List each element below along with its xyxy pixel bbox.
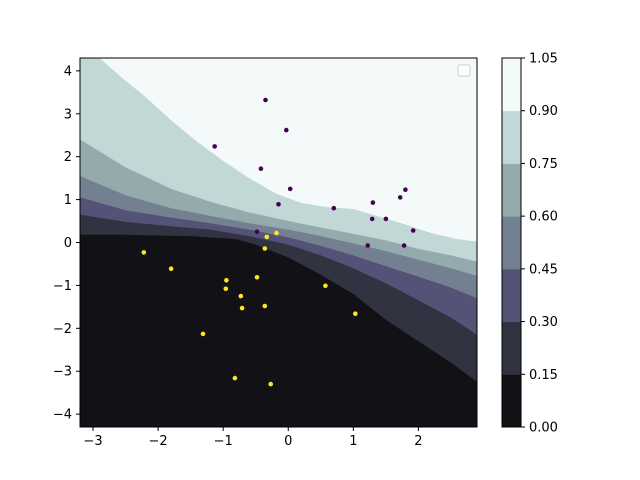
- data-point-class0-0: [263, 97, 268, 103]
- colorbar-tick-label: 0.75: [529, 157, 558, 172]
- y-tick-label: −4: [53, 408, 72, 423]
- data-point-class0-11: [383, 216, 389, 222]
- data-point-class1-4: [168, 266, 174, 272]
- data-point-class0-12: [410, 228, 416, 233]
- y-tick-label: 2: [64, 150, 72, 165]
- x-tick-label: −2: [149, 434, 168, 449]
- contour-band-6: [80, 58, 477, 242]
- y-tick-label: 0: [64, 236, 72, 251]
- colorbar-tick-label: 0.00: [529, 421, 558, 436]
- colorbar-band-5: [502, 110, 521, 164]
- data-point-class1-1: [264, 234, 270, 240]
- data-point-class0-6: [331, 205, 337, 211]
- data-point-class1-7: [323, 283, 328, 289]
- x-tick-label: 1: [349, 434, 357, 449]
- data-point-class1-11: [239, 305, 245, 311]
- data-point-class1-10: [262, 303, 268, 309]
- data-point-class0-13: [254, 229, 260, 235]
- data-point-class0-3: [258, 166, 264, 171]
- data-point-class1-5: [254, 275, 260, 280]
- data-point-class1-14: [232, 375, 238, 381]
- x-tick-label: 2: [414, 434, 422, 449]
- colorbar-tick-label: 1.05: [529, 52, 558, 67]
- data-point-class1-15: [268, 381, 274, 387]
- colorbar-band-6: [502, 58, 521, 112]
- data-point-class1-12: [353, 311, 358, 317]
- colorbar-band-2: [502, 268, 521, 323]
- data-point-class0-14: [365, 243, 371, 248]
- y-tick-label: −3: [53, 365, 72, 380]
- y-tick-label: 3: [64, 107, 72, 122]
- x-axis: −3 −2 −1 0 1 2: [83, 427, 423, 449]
- data-point-class0-10: [369, 216, 375, 222]
- legend-box: [457, 64, 471, 77]
- colorbar-tick-label: 0.15: [529, 368, 558, 383]
- data-point-class0-15: [401, 243, 407, 248]
- colorbar-ticks: 0.00 0.15 0.30 0.45 0.60 0.75 0.90 1.05: [521, 52, 558, 436]
- colorbar-tick-label: 0.30: [529, 315, 558, 330]
- x-tick-label: −1: [214, 434, 233, 449]
- data-point-class1-6: [224, 278, 229, 283]
- colorbar-tick-label: 0.60: [529, 210, 558, 225]
- data-point-class1-0: [274, 230, 279, 236]
- x-tick-label: −3: [83, 434, 102, 449]
- data-point-class1-3: [141, 250, 147, 255]
- data-point-class0-1: [284, 127, 289, 133]
- data-point-class1-13: [200, 331, 206, 337]
- colorbar: [501, 57, 522, 428]
- colorbar-tick-label: 0.45: [529, 262, 558, 277]
- data-point-class0-8: [403, 187, 408, 192]
- y-tick-label: −2: [53, 322, 72, 337]
- scatter-points: [141, 97, 416, 387]
- colorbar-band-4: [502, 163, 521, 217]
- colorbar-band-0: [502, 374, 521, 428]
- contour-fill: [80, 58, 477, 427]
- data-point-class0-5: [276, 202, 281, 207]
- colorbar-band-3: [502, 216, 521, 270]
- data-point-class0-2: [212, 144, 217, 149]
- x-tick-label: 0: [284, 434, 292, 449]
- data-point-class0-7: [370, 200, 376, 205]
- data-point-class0-4: [287, 186, 293, 192]
- y-tick-label: 4: [64, 64, 72, 79]
- colorbar-tick-label: 0.90: [529, 104, 558, 119]
- y-tick-label: 1: [64, 193, 72, 208]
- data-point-class1-2: [262, 246, 268, 251]
- data-point-class0-9: [397, 195, 403, 200]
- colorbar-frame: [501, 57, 522, 428]
- y-axis: −4 −3 −2 −1 0 1 2 3 4: [53, 64, 80, 423]
- y-tick-label: −1: [53, 279, 72, 294]
- data-point-class1-8: [223, 286, 229, 292]
- colorbar-band-1: [502, 321, 521, 375]
- data-point-class1-9: [238, 293, 244, 299]
